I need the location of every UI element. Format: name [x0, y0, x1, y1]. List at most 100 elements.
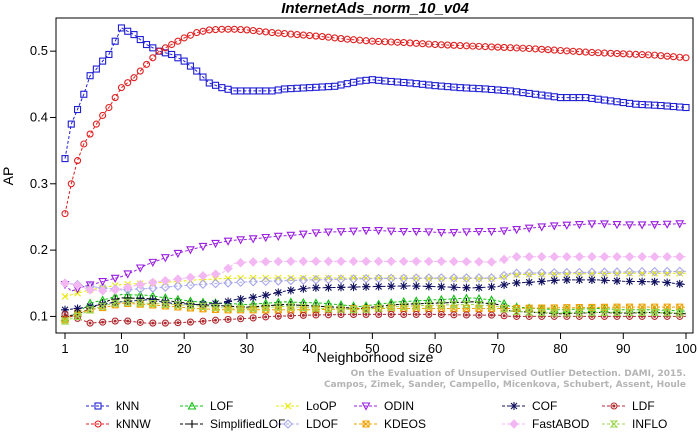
- data-point: [185, 272, 196, 283]
- data-point: [261, 303, 271, 312]
- data-point: [122, 282, 133, 293]
- data-point: [198, 279, 208, 290]
- data-point: [461, 273, 472, 283]
- data-point: [113, 319, 117, 323]
- data-point: [609, 420, 619, 428]
- data-point: [264, 315, 268, 319]
- data-point: [486, 273, 497, 283]
- data-point: [512, 278, 521, 287]
- data-point: [399, 302, 409, 310]
- x-tick-label: 10: [114, 341, 128, 356]
- series-LoOP: [61, 269, 686, 300]
- y-axis: 0.1 0.2 0.3 0.4 0.5: [30, 43, 56, 323]
- data-point: [412, 310, 420, 318]
- data-point: [136, 36, 144, 44]
- data-point: [73, 312, 82, 320]
- data-point: [60, 278, 70, 289]
- x-axis: 1 10 20 30 40 50 60 70 80 90 100: [61, 333, 697, 356]
- data-point: [512, 225, 522, 235]
- data-point: [511, 268, 522, 279]
- data-point: [186, 301, 195, 310]
- data-point: [148, 283, 158, 293]
- data-point: [601, 270, 608, 277]
- legend-label: FastABOD: [532, 417, 590, 431]
- legend-item-SimplifiedLOF: SimplifiedLOF: [180, 417, 285, 431]
- data-point: [130, 31, 138, 39]
- data-point: [218, 84, 226, 92]
- data-point: [610, 402, 618, 410]
- data-point: [67, 120, 75, 128]
- data-point: [223, 263, 233, 274]
- data-point: [235, 277, 246, 288]
- data-point: [537, 223, 547, 232]
- data-point: [500, 280, 509, 289]
- data-point: [425, 310, 433, 318]
- legend-label: KDEOS: [384, 417, 426, 431]
- data-point: [675, 220, 685, 229]
- data-point: [236, 304, 245, 312]
- data-point: [638, 277, 647, 286]
- data-point: [574, 251, 585, 262]
- data-point: [101, 320, 105, 324]
- data-point: [336, 305, 346, 313]
- data-point: [625, 312, 634, 320]
- data-point: [324, 283, 333, 292]
- data-point: [563, 270, 571, 278]
- plot-area: [60, 24, 690, 327]
- data-point: [186, 246, 195, 255]
- data-point: [211, 316, 220, 324]
- data-point: [149, 319, 157, 327]
- data-point: [85, 306, 95, 314]
- data-point: [474, 273, 484, 283]
- data-point: [224, 297, 233, 306]
- data-point: [487, 227, 496, 237]
- data-point: [536, 268, 547, 278]
- data-point: [662, 251, 672, 262]
- data-point: [176, 321, 180, 325]
- data-point: [124, 317, 132, 325]
- data-point: [98, 278, 108, 287]
- data-point: [276, 314, 280, 318]
- data-point: [299, 284, 308, 293]
- data-point: [236, 236, 246, 245]
- data-point: [562, 309, 572, 317]
- data-point: [299, 311, 307, 319]
- x-tick-label: 70: [491, 341, 505, 356]
- data-point: [274, 274, 282, 282]
- data-point: [286, 231, 296, 241]
- data-point: [224, 315, 232, 323]
- chart-title: InternetAds_norm_10_v04: [281, 0, 469, 17]
- x-tick-label: 30: [240, 341, 254, 356]
- data-point: [650, 277, 659, 286]
- data-point: [180, 34, 188, 42]
- data-point: [502, 314, 506, 318]
- data-point: [588, 270, 596, 278]
- data-point: [155, 47, 163, 55]
- data-point: [189, 320, 192, 324]
- data-point: [314, 313, 318, 317]
- y-axis-label: AP: [0, 167, 16, 186]
- data-point: [536, 251, 547, 262]
- legend-item-COF: COF: [502, 399, 557, 413]
- legend: kNN kNNW LOF SimplifiedLOF LoOP LDOF ODIN KDEOS…: [86, 399, 667, 431]
- data-point: [424, 228, 434, 237]
- data-point: [387, 282, 396, 291]
- data-point: [99, 318, 107, 326]
- data-point: [436, 273, 447, 283]
- data-point: [260, 276, 271, 287]
- data-point: [142, 60, 151, 68]
- data-point: [336, 228, 346, 237]
- data-point: [198, 302, 208, 310]
- x-axis-label: Neighborhood size: [317, 349, 434, 365]
- data-point: [437, 282, 446, 291]
- data-point: [449, 273, 459, 283]
- data-point: [452, 313, 456, 317]
- data-point: [550, 276, 559, 285]
- data-point: [575, 309, 584, 317]
- data-point: [537, 277, 546, 286]
- data-point: [587, 275, 596, 284]
- data-point: [613, 312, 621, 320]
- x-tick-label: 50: [365, 341, 379, 356]
- data-point: [174, 319, 182, 327]
- data-point: [549, 251, 560, 262]
